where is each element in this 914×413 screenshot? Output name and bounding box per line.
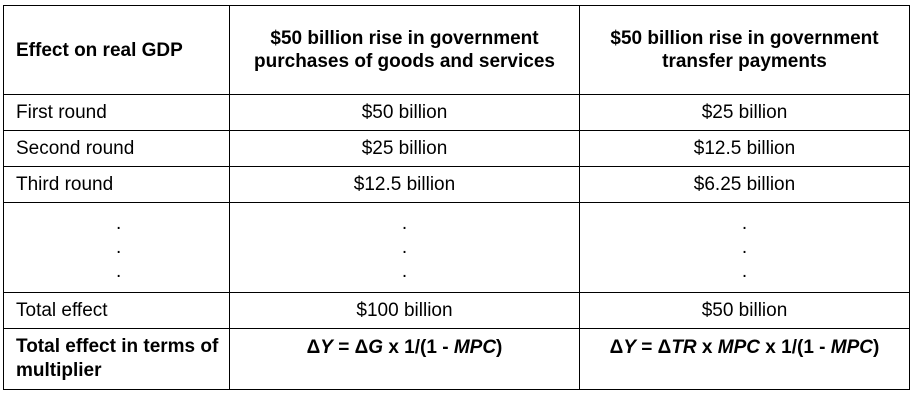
- multiplier-table: Effect on real GDP $50 billion rise in g…: [3, 5, 910, 390]
- cell-purchases: $50 billion: [229, 94, 580, 131]
- ellipsis-dot: .: [401, 212, 408, 234]
- table-row: First round $50 billion $25 billion: [3, 94, 910, 131]
- multiplier-row: Total effect in terms of multiplier ΔY =…: [3, 328, 910, 390]
- ellipsis-dot: .: [741, 260, 748, 282]
- header-government-purchases: $50 billion rise in government purchases…: [229, 5, 580, 95]
- total-row: Total effect $100 billion $50 billion: [3, 292, 910, 329]
- cell-transfers: $6.25 billion: [579, 166, 910, 203]
- ellipsis-dot: .: [741, 212, 748, 234]
- purchases-multiplier-formula: ΔY = ΔG x 1/(1 - MPC): [229, 328, 580, 390]
- table-row: Second round $25 billion $12.5 billion: [3, 130, 910, 167]
- cell-purchases: $25 billion: [229, 130, 580, 167]
- ellipsis-cell: . . .: [579, 202, 910, 293]
- cell-transfers: $12.5 billion: [579, 130, 910, 167]
- ellipsis-dot: .: [116, 260, 122, 282]
- table-row: Third round $12.5 billion $6.25 billion: [3, 166, 910, 203]
- row-label-second-round: Second round: [3, 130, 230, 167]
- transfers-multiplier-formula: ΔY = ΔTR x MPC x 1/(1 - MPC): [579, 328, 910, 390]
- ellipsis-row: . . . . . . . . .: [3, 202, 910, 293]
- cell-purchases-total: $100 billion: [229, 292, 580, 329]
- header-effect-on-gdp: Effect on real GDP: [3, 5, 230, 95]
- cell-transfers-total: $50 billion: [579, 292, 910, 329]
- ellipsis-dot: .: [116, 236, 122, 258]
- ellipsis-cell: . . .: [229, 202, 580, 293]
- row-label-first-round: First round: [3, 94, 230, 131]
- cell-transfers: $25 billion: [579, 94, 910, 131]
- ellipsis-cell: . . .: [3, 202, 230, 293]
- row-label-total-effect: Total effect: [3, 292, 230, 329]
- ellipsis-dot: .: [741, 236, 748, 258]
- ellipsis-dot: .: [116, 212, 122, 234]
- header-row: Effect on real GDP $50 billion rise in g…: [3, 5, 910, 95]
- row-label-multiplier: Total effect in terms of multiplier: [3, 328, 230, 390]
- header-transfer-payments: $50 billion rise in government transfer …: [579, 5, 910, 95]
- row-label-third-round: Third round: [3, 166, 230, 203]
- ellipsis-dot: .: [401, 260, 408, 282]
- cell-purchases: $12.5 billion: [229, 166, 580, 203]
- ellipsis-dot: .: [401, 236, 408, 258]
